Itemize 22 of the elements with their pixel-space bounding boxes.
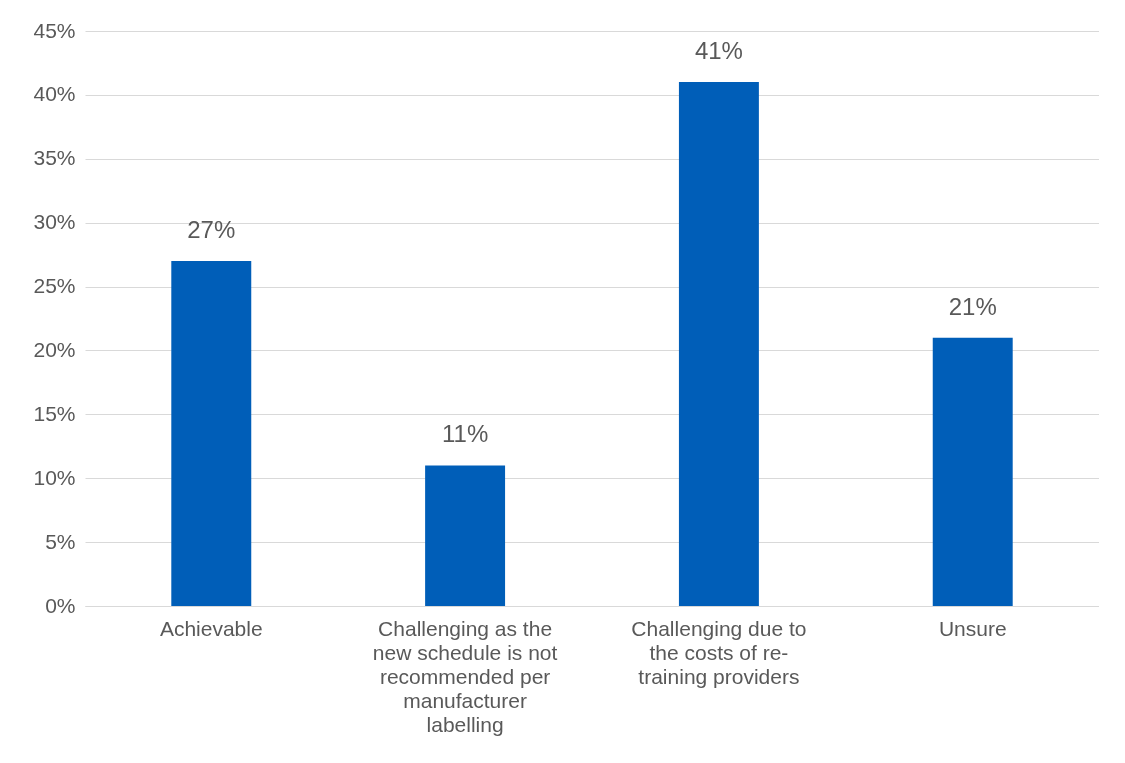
data-label: 11% <box>441 420 489 448</box>
bar <box>171 261 252 606</box>
y-tick-label: 40% <box>33 82 76 106</box>
x-tick-label: Challenging as the new schedule is not recommended per manufacturer labelling <box>372 616 558 736</box>
y-tick-label: 30% <box>33 210 76 234</box>
data-label: 21% <box>948 292 997 320</box>
x-tick-label: Challenging due to the costs of re-training providers <box>631 616 807 688</box>
data-label: 27% <box>187 216 236 243</box>
y-tick-label: 0% <box>45 593 76 617</box>
x-tick-label: Achievable <box>159 616 263 640</box>
y-tick-label: 20% <box>33 337 76 361</box>
data-label: 41% <box>694 37 743 65</box>
y-tick-label: 15% <box>33 401 76 425</box>
y-tick-label: 25% <box>33 274 76 298</box>
y-tick-label: 5% <box>45 529 76 553</box>
y-tick-label: 35% <box>33 146 76 170</box>
x-tick-label: Unsure <box>938 616 1007 640</box>
bar <box>932 337 1013 606</box>
y-tick-label: 10% <box>33 465 76 489</box>
bar <box>425 465 506 606</box>
y-tick-label: 45% <box>33 18 76 42</box>
bar <box>678 82 759 606</box>
